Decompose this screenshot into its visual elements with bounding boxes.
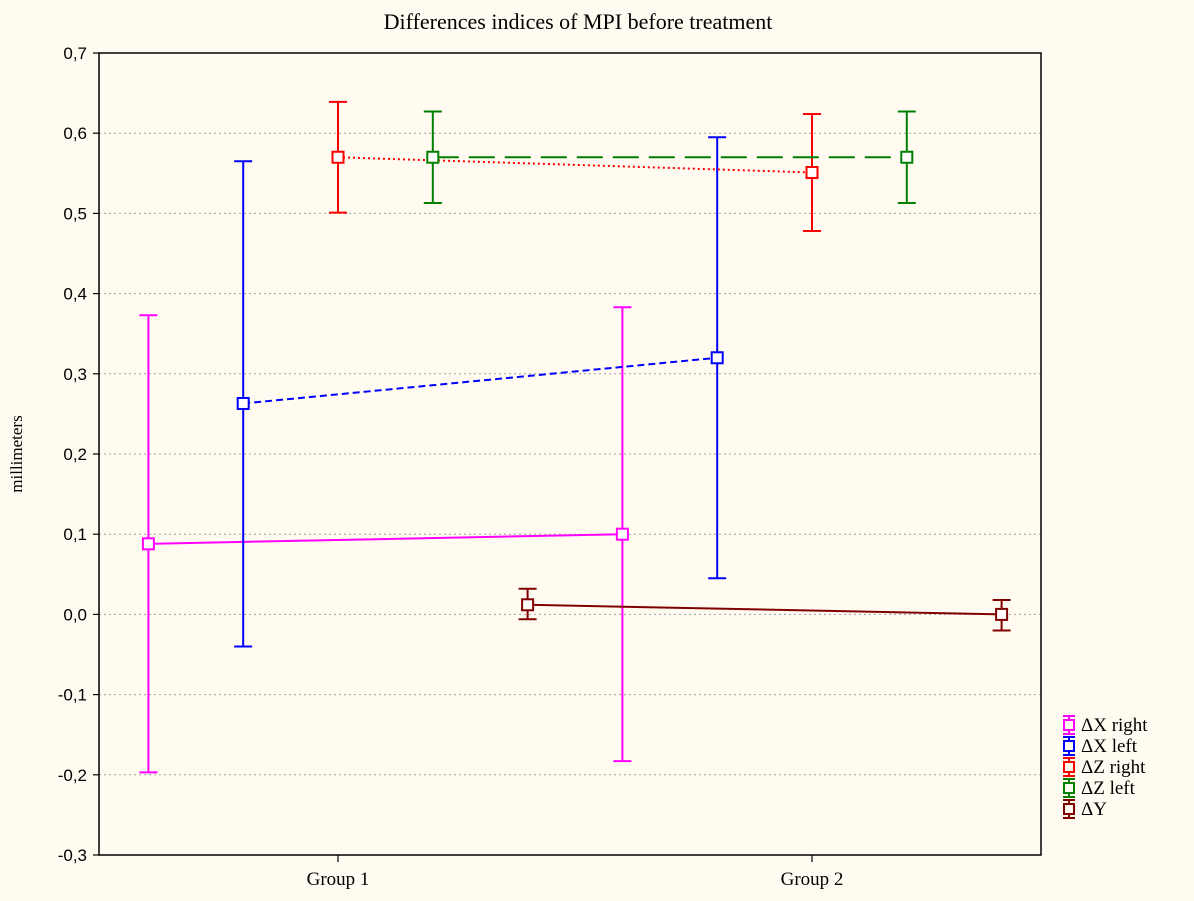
legend-item: ΔX right <box>1063 715 1148 736</box>
data-point-marker <box>331 150 345 164</box>
series-layer <box>139 100 1011 774</box>
series-line <box>337 156 813 174</box>
data-point-marker <box>141 537 155 551</box>
data-point-marker <box>615 527 629 541</box>
legend-item: ΔY <box>1063 799 1107 820</box>
y-tick-label: 0,7 <box>63 44 87 63</box>
y-tick-label: 0,1 <box>63 525 87 544</box>
legend-item: ΔZ left <box>1063 778 1136 799</box>
series-group <box>234 136 727 648</box>
x-axis-ticks: Group 1 Group 2 <box>307 855 844 890</box>
data-point-marker <box>236 396 250 410</box>
y-tick-label: 0,3 <box>63 365 87 384</box>
legend-symbol-marker <box>1063 803 1075 815</box>
series-group <box>139 306 632 774</box>
chart-title: Differences indices of MPI before treatm… <box>384 9 773 34</box>
legend-label: ΔX left <box>1081 736 1138 757</box>
y-tick-label: -0,1 <box>58 686 87 705</box>
y-tick-label: 0,5 <box>63 204 87 223</box>
series-group <box>518 587 1011 632</box>
data-point-marker <box>900 150 914 164</box>
data-point-marker <box>805 165 819 179</box>
y-axis-label: millimeters <box>7 415 26 492</box>
legend-symbol-marker <box>1063 719 1075 731</box>
y-tick-label: 0,2 <box>63 445 87 464</box>
y-tick-label: 0,0 <box>63 605 87 624</box>
series-line <box>527 603 1002 616</box>
data-point-marker <box>995 607 1009 621</box>
x-tick-label: Group 2 <box>781 869 844 890</box>
plot-frame <box>98 52 1042 856</box>
data-point-marker <box>710 351 724 365</box>
y-tick-label: 0,4 <box>63 285 87 304</box>
legend-symbol-marker <box>1063 782 1075 794</box>
series-group <box>329 100 821 233</box>
y-axis-ticks: -0,3 -0,2 -0,1 0,0 0,1 0,2 0,3 0,4 0,5 0,6 0,7 <box>58 44 99 865</box>
legend-item: ΔZ right <box>1063 757 1146 778</box>
legend-symbol-marker <box>1063 761 1075 773</box>
legend-label: ΔY <box>1081 799 1107 820</box>
legend-symbol-marker <box>1063 740 1075 752</box>
y-tick-label: -0,2 <box>58 766 87 785</box>
series-line <box>148 533 623 545</box>
data-point-marker <box>521 598 535 612</box>
x-tick-label: Group 1 <box>307 869 370 890</box>
y-tick-label: -0,3 <box>58 846 87 865</box>
series-line <box>243 356 718 405</box>
legend-label: ΔZ right <box>1081 757 1146 778</box>
series-group <box>423 110 916 204</box>
legend-label: ΔZ left <box>1081 778 1136 799</box>
legend-item: ΔX left <box>1063 736 1138 757</box>
legend-label: ΔX right <box>1081 715 1148 736</box>
y-tick-label: 0,6 <box>63 124 87 143</box>
grid-lines <box>99 132 1041 776</box>
data-point-marker <box>426 150 440 164</box>
